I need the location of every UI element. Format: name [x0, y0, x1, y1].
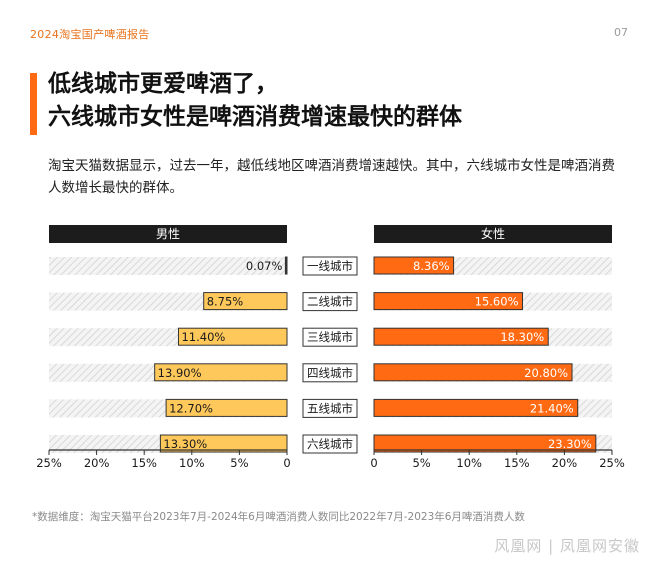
bar-female — [373, 292, 524, 311]
watermark: 风凰网 | 凤凰网安徽 — [494, 537, 640, 555]
category-label: 二线城市 — [307, 295, 353, 309]
page-number: 07 — [614, 26, 628, 39]
tick-label-female: 15% — [504, 456, 530, 470]
bar-male — [154, 363, 288, 382]
data-label-female: 21.40% — [530, 401, 574, 415]
butterfly-bar-chart: 男性 女性 0.07% 一线城市 8.36% 8.75% 二线城市 15.60% 11.40% 三… — [36, 225, 625, 470]
data-label-female: 15.60% — [475, 295, 519, 309]
title-accent-bar — [30, 73, 37, 135]
data-label-female: 8.36% — [413, 259, 450, 273]
bar-female — [373, 327, 549, 346]
title-line-1: 低线城市更爱啤酒了， — [48, 71, 278, 97]
data-label-male: 12.70% — [169, 401, 213, 415]
tick-label-female: 25% — [599, 456, 625, 470]
data-label-male: 13.90% — [158, 366, 202, 380]
data-label-male: 8.75% — [207, 295, 244, 309]
bar-female — [373, 434, 597, 453]
page-title: 低线城市更爱啤酒了， 六线城市女性是啤酒消费增速最快的群体 — [48, 68, 462, 134]
data-label-female: 18.30% — [500, 330, 544, 344]
tick-label-female: 10% — [456, 456, 482, 470]
bar-male — [203, 292, 288, 311]
category-label: 五线城市 — [307, 401, 353, 415]
track-male — [49, 257, 287, 275]
tick-label-male: 10% — [179, 456, 205, 470]
tick-label-male: 25% — [36, 456, 62, 470]
category-box — [302, 292, 358, 312]
tick-label-male: 15% — [131, 456, 157, 470]
category-label: 四线城市 — [307, 366, 353, 380]
data-label-male: 11.40% — [181, 330, 225, 344]
tick-label-male: 20% — [84, 456, 110, 470]
bar-male — [177, 327, 288, 346]
category-label: 一线城市 — [307, 259, 353, 273]
legend-band-male — [49, 225, 287, 243]
report-title: 2024淘宝国产啤酒报告 — [30, 28, 150, 41]
title-line-2: 六线城市女性是啤酒消费增速最快的群体 — [48, 104, 462, 130]
category-box — [302, 434, 358, 454]
data-label-female: 20.80% — [524, 366, 568, 380]
category-box — [302, 363, 358, 383]
tick-label-female: 20% — [552, 456, 578, 470]
tick-label-female: 0 — [370, 456, 377, 470]
tick-label-female: 5% — [412, 456, 430, 470]
bar-female — [373, 398, 579, 417]
category-box — [302, 398, 358, 418]
footnote: *数据维度：淘宝天猫平台2023年7月-2024年6月啤酒消费人数同比2022年… — [32, 511, 525, 523]
tick-label-male: 0 — [283, 456, 290, 470]
category-label: 六线城市 — [307, 437, 353, 451]
tick-label-male: 5% — [230, 456, 248, 470]
data-label-male: 13.30% — [163, 437, 207, 451]
legend-band-female — [374, 225, 612, 243]
legend-label-female: 女性 — [481, 226, 505, 241]
legend-label-male: 男性 — [156, 227, 180, 241]
category-box — [302, 327, 358, 347]
bar-male — [284, 256, 288, 275]
bar-male — [165, 398, 288, 417]
category-label: 三线城市 — [307, 330, 353, 344]
bar-male — [159, 434, 288, 453]
description: 淘宝天猫数据显示，过去一年，越低线地区啤酒消费增速越快。其中，六线城市女性是啤酒… — [48, 158, 615, 196]
category-box — [302, 256, 358, 276]
bar-female — [373, 363, 573, 382]
data-label-female: 23.30% — [548, 437, 592, 451]
bar-female — [373, 256, 455, 275]
data-label-male: 0.07% — [246, 259, 283, 273]
